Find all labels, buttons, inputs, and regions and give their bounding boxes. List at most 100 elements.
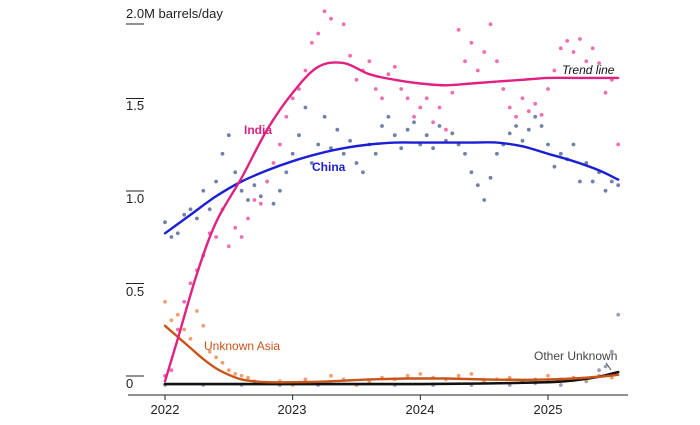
point-china: [571, 142, 576, 147]
point-india: [424, 96, 429, 101]
point-india: [571, 50, 576, 54]
point-unknown-asia: [456, 373, 461, 378]
point-india: [418, 105, 423, 110]
point-india: [214, 235, 219, 239]
point-india: [252, 198, 257, 202]
point-china: [373, 151, 378, 156]
point-india: [526, 109, 531, 114]
point-other-unknown: [558, 383, 563, 387]
point-china: [475, 183, 480, 188]
point-china: [182, 212, 187, 217]
point-china: [616, 183, 621, 188]
point-unknown-asia: [195, 309, 199, 313]
point-india: [309, 40, 314, 45]
point-china: [520, 138, 525, 143]
point-india: [239, 235, 244, 239]
point-china: [482, 198, 487, 202]
point-india: [392, 64, 397, 69]
point-india: [507, 105, 512, 110]
point-china: [303, 105, 308, 110]
point-india: [539, 113, 544, 117]
trend-line-label: Trend line: [562, 63, 615, 77]
point-india: [501, 87, 506, 91]
point-india: [565, 39, 570, 43]
point-china: [214, 179, 219, 184]
point-india: [597, 61, 601, 65]
point-india: [258, 201, 263, 206]
point-india: [246, 216, 250, 221]
point-india: [584, 59, 589, 64]
point-india: [558, 46, 563, 51]
point-china: [335, 127, 340, 132]
series-label-india: India: [244, 123, 272, 137]
point-india: [603, 90, 608, 95]
trend-line-india: [163, 61, 620, 383]
point-china: [412, 120, 416, 125]
point-india: [169, 368, 174, 373]
point-china: [405, 127, 410, 132]
point-unknown-asia: [239, 373, 244, 378]
point-china: [246, 198, 250, 202]
trend-line-china: [163, 141, 620, 235]
point-china: [469, 170, 474, 175]
point-china: [380, 124, 384, 128]
point-india: [514, 114, 518, 119]
x-tick-label-2024: 2024: [406, 402, 435, 417]
point-india: [175, 327, 180, 332]
point-china: [590, 179, 595, 184]
trend-line-unknown-asia: [163, 324, 620, 384]
point-china: [233, 170, 238, 175]
point-india: [546, 87, 550, 91]
point-india: [552, 68, 557, 73]
point-india: [348, 53, 352, 58]
point-china: [546, 142, 550, 147]
point-india: [233, 225, 238, 230]
point-china: [431, 146, 435, 151]
other-unknown-leader: [605, 362, 612, 371]
axis-labels: 0 0.5 1.0 1.5 2.0M barrels/day 2022 2023…: [126, 6, 617, 417]
point-china: [278, 188, 282, 193]
point-china: [284, 170, 289, 175]
point-india: [226, 244, 231, 249]
point-india: [616, 142, 621, 147]
point-other-unknown: [603, 364, 608, 369]
point-china: [201, 188, 206, 193]
point-unknown-asia: [169, 318, 174, 323]
point-india: [444, 127, 448, 132]
point-china: [392, 133, 397, 138]
point-india: [354, 77, 359, 82]
point-china: [552, 164, 557, 169]
point-china: [297, 133, 301, 138]
point-unknown-asia: [233, 372, 238, 376]
x-tick-label-2025: 2025: [534, 402, 563, 417]
point-other-unknown: [616, 312, 621, 317]
point-unknown-asia: [418, 372, 423, 376]
point-india: [590, 46, 595, 51]
point-india: [367, 59, 372, 64]
point-china: [271, 201, 276, 206]
point-india: [578, 37, 582, 41]
point-china: [258, 194, 263, 199]
point-unknown-asia: [226, 368, 231, 373]
point-india: [463, 59, 467, 64]
point-india: [265, 179, 269, 184]
point-china: [169, 235, 174, 239]
point-china: [424, 133, 429, 138]
point-china: [533, 114, 538, 119]
point-china: [322, 114, 327, 119]
point-unknown-asia: [329, 373, 333, 378]
point-other-unknown: [597, 368, 601, 373]
point-india: [533, 101, 538, 106]
point-unknown-asia: [188, 336, 193, 341]
point-unknown-asia: [175, 312, 180, 317]
series-label-china: China: [312, 160, 346, 174]
point-china: [463, 151, 467, 156]
y-axis-unit-label: 2.0M barrels/day: [126, 6, 223, 21]
point-china: [558, 151, 563, 156]
point-other-unknown: [609, 349, 614, 354]
point-unknown-asia: [201, 323, 206, 328]
point-india: [278, 142, 282, 147]
point-china: [495, 151, 499, 156]
point-china: [175, 231, 180, 236]
